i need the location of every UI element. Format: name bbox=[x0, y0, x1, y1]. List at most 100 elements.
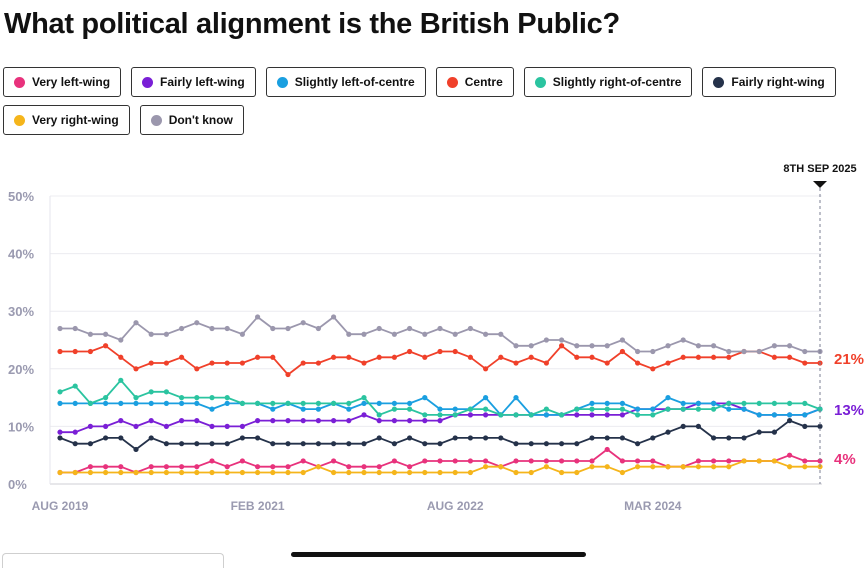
data-point bbox=[467, 406, 473, 412]
data-point bbox=[255, 469, 261, 476]
data-point bbox=[331, 458, 337, 464]
y-tick-label: 0% bbox=[8, 477, 27, 492]
data-point bbox=[604, 435, 610, 441]
data-point bbox=[437, 325, 443, 332]
data-point bbox=[300, 360, 306, 366]
data-point bbox=[87, 331, 93, 337]
legend-item-very-right-wing[interactable]: Very right-wing bbox=[3, 105, 130, 135]
data-point bbox=[72, 400, 78, 406]
data-point bbox=[619, 406, 626, 412]
data-point bbox=[711, 354, 717, 360]
data-point bbox=[802, 464, 808, 470]
data-point bbox=[255, 435, 261, 441]
legend-item-fairly-left-wing[interactable]: Fairly left-wing bbox=[131, 67, 256, 97]
legend-item-fairly-right-wing[interactable]: Fairly right-wing bbox=[702, 67, 836, 97]
end-value-label: 21% bbox=[834, 351, 864, 368]
data-point bbox=[619, 458, 626, 464]
data-point bbox=[650, 348, 656, 355]
data-point bbox=[711, 406, 717, 412]
data-point bbox=[194, 400, 200, 406]
y-tick-label: 40% bbox=[8, 247, 34, 262]
data-point bbox=[72, 469, 78, 476]
data-point bbox=[407, 406, 413, 412]
data-point bbox=[209, 395, 215, 401]
data-point bbox=[437, 418, 443, 424]
data-point bbox=[452, 412, 458, 418]
data-point bbox=[209, 441, 215, 447]
data-point bbox=[802, 400, 808, 406]
data-point bbox=[467, 325, 473, 332]
data-point bbox=[422, 354, 428, 360]
data-point bbox=[741, 458, 747, 464]
data-point bbox=[391, 331, 397, 337]
data-point bbox=[483, 464, 489, 470]
data-point bbox=[103, 464, 109, 470]
data-point bbox=[315, 325, 321, 332]
data-point bbox=[650, 464, 656, 470]
data-point bbox=[787, 400, 793, 406]
data-point bbox=[407, 435, 413, 441]
data-point bbox=[787, 452, 793, 458]
data-point bbox=[57, 389, 63, 395]
data-point bbox=[285, 418, 291, 424]
data-point bbox=[118, 354, 124, 360]
data-point bbox=[391, 418, 397, 424]
legend-item-centre[interactable]: Centre bbox=[435, 67, 514, 97]
y-tick-label: 30% bbox=[8, 304, 34, 319]
data-point bbox=[635, 441, 641, 447]
data-point bbox=[680, 423, 686, 429]
data-point bbox=[619, 435, 626, 441]
legend-item-don-t-know[interactable]: Don't know bbox=[139, 105, 244, 135]
data-point bbox=[194, 366, 200, 372]
data-point bbox=[756, 412, 762, 418]
data-point bbox=[209, 406, 215, 412]
legend-label: Very right-wing bbox=[32, 113, 119, 127]
data-point bbox=[513, 412, 519, 418]
date-marker-label: 8TH SEP 2025 bbox=[783, 163, 856, 175]
data-point bbox=[315, 360, 321, 366]
data-point bbox=[543, 337, 550, 343]
data-point bbox=[407, 464, 413, 470]
data-point bbox=[619, 400, 626, 406]
data-point bbox=[665, 406, 671, 412]
data-point bbox=[422, 469, 428, 476]
legend-dot-icon bbox=[446, 76, 458, 88]
data-point bbox=[285, 464, 291, 470]
data-point bbox=[543, 360, 550, 366]
data-point bbox=[407, 469, 413, 476]
data-point bbox=[802, 412, 808, 418]
home-indicator[interactable] bbox=[291, 552, 586, 557]
data-point bbox=[194, 395, 200, 401]
data-point bbox=[239, 360, 245, 366]
legend-label: Centre bbox=[464, 75, 503, 89]
data-point bbox=[513, 441, 519, 447]
data-point bbox=[163, 441, 169, 447]
data-point bbox=[148, 435, 154, 441]
data-point bbox=[103, 469, 109, 476]
legend-row: Very right-wing Don't know bbox=[3, 105, 863, 135]
data-point bbox=[574, 458, 580, 464]
legend-label: Fairly right-wing bbox=[731, 75, 825, 89]
legend-item-slightly-right-of-centre[interactable]: Slightly right-of-centre bbox=[523, 67, 693, 97]
data-point bbox=[483, 366, 489, 372]
data-point bbox=[422, 441, 428, 447]
data-point bbox=[148, 389, 154, 395]
data-point bbox=[467, 458, 473, 464]
data-point bbox=[391, 458, 397, 464]
legend-item-very-left-wing[interactable]: Very left-wing bbox=[3, 67, 122, 97]
data-point bbox=[467, 435, 473, 441]
legend-dot-icon bbox=[276, 76, 288, 88]
legend-item-slightly-left-of-centre[interactable]: Slightly left-of-centre bbox=[265, 67, 426, 97]
data-point bbox=[407, 418, 413, 424]
data-point bbox=[209, 423, 215, 429]
data-point bbox=[346, 400, 352, 406]
data-point bbox=[179, 418, 185, 424]
data-point bbox=[650, 406, 656, 412]
data-point bbox=[194, 441, 200, 447]
data-point bbox=[255, 418, 261, 424]
data-point bbox=[118, 418, 124, 424]
data-point bbox=[665, 343, 671, 349]
data-point bbox=[741, 406, 747, 412]
data-point bbox=[300, 320, 306, 326]
data-point bbox=[346, 441, 352, 447]
